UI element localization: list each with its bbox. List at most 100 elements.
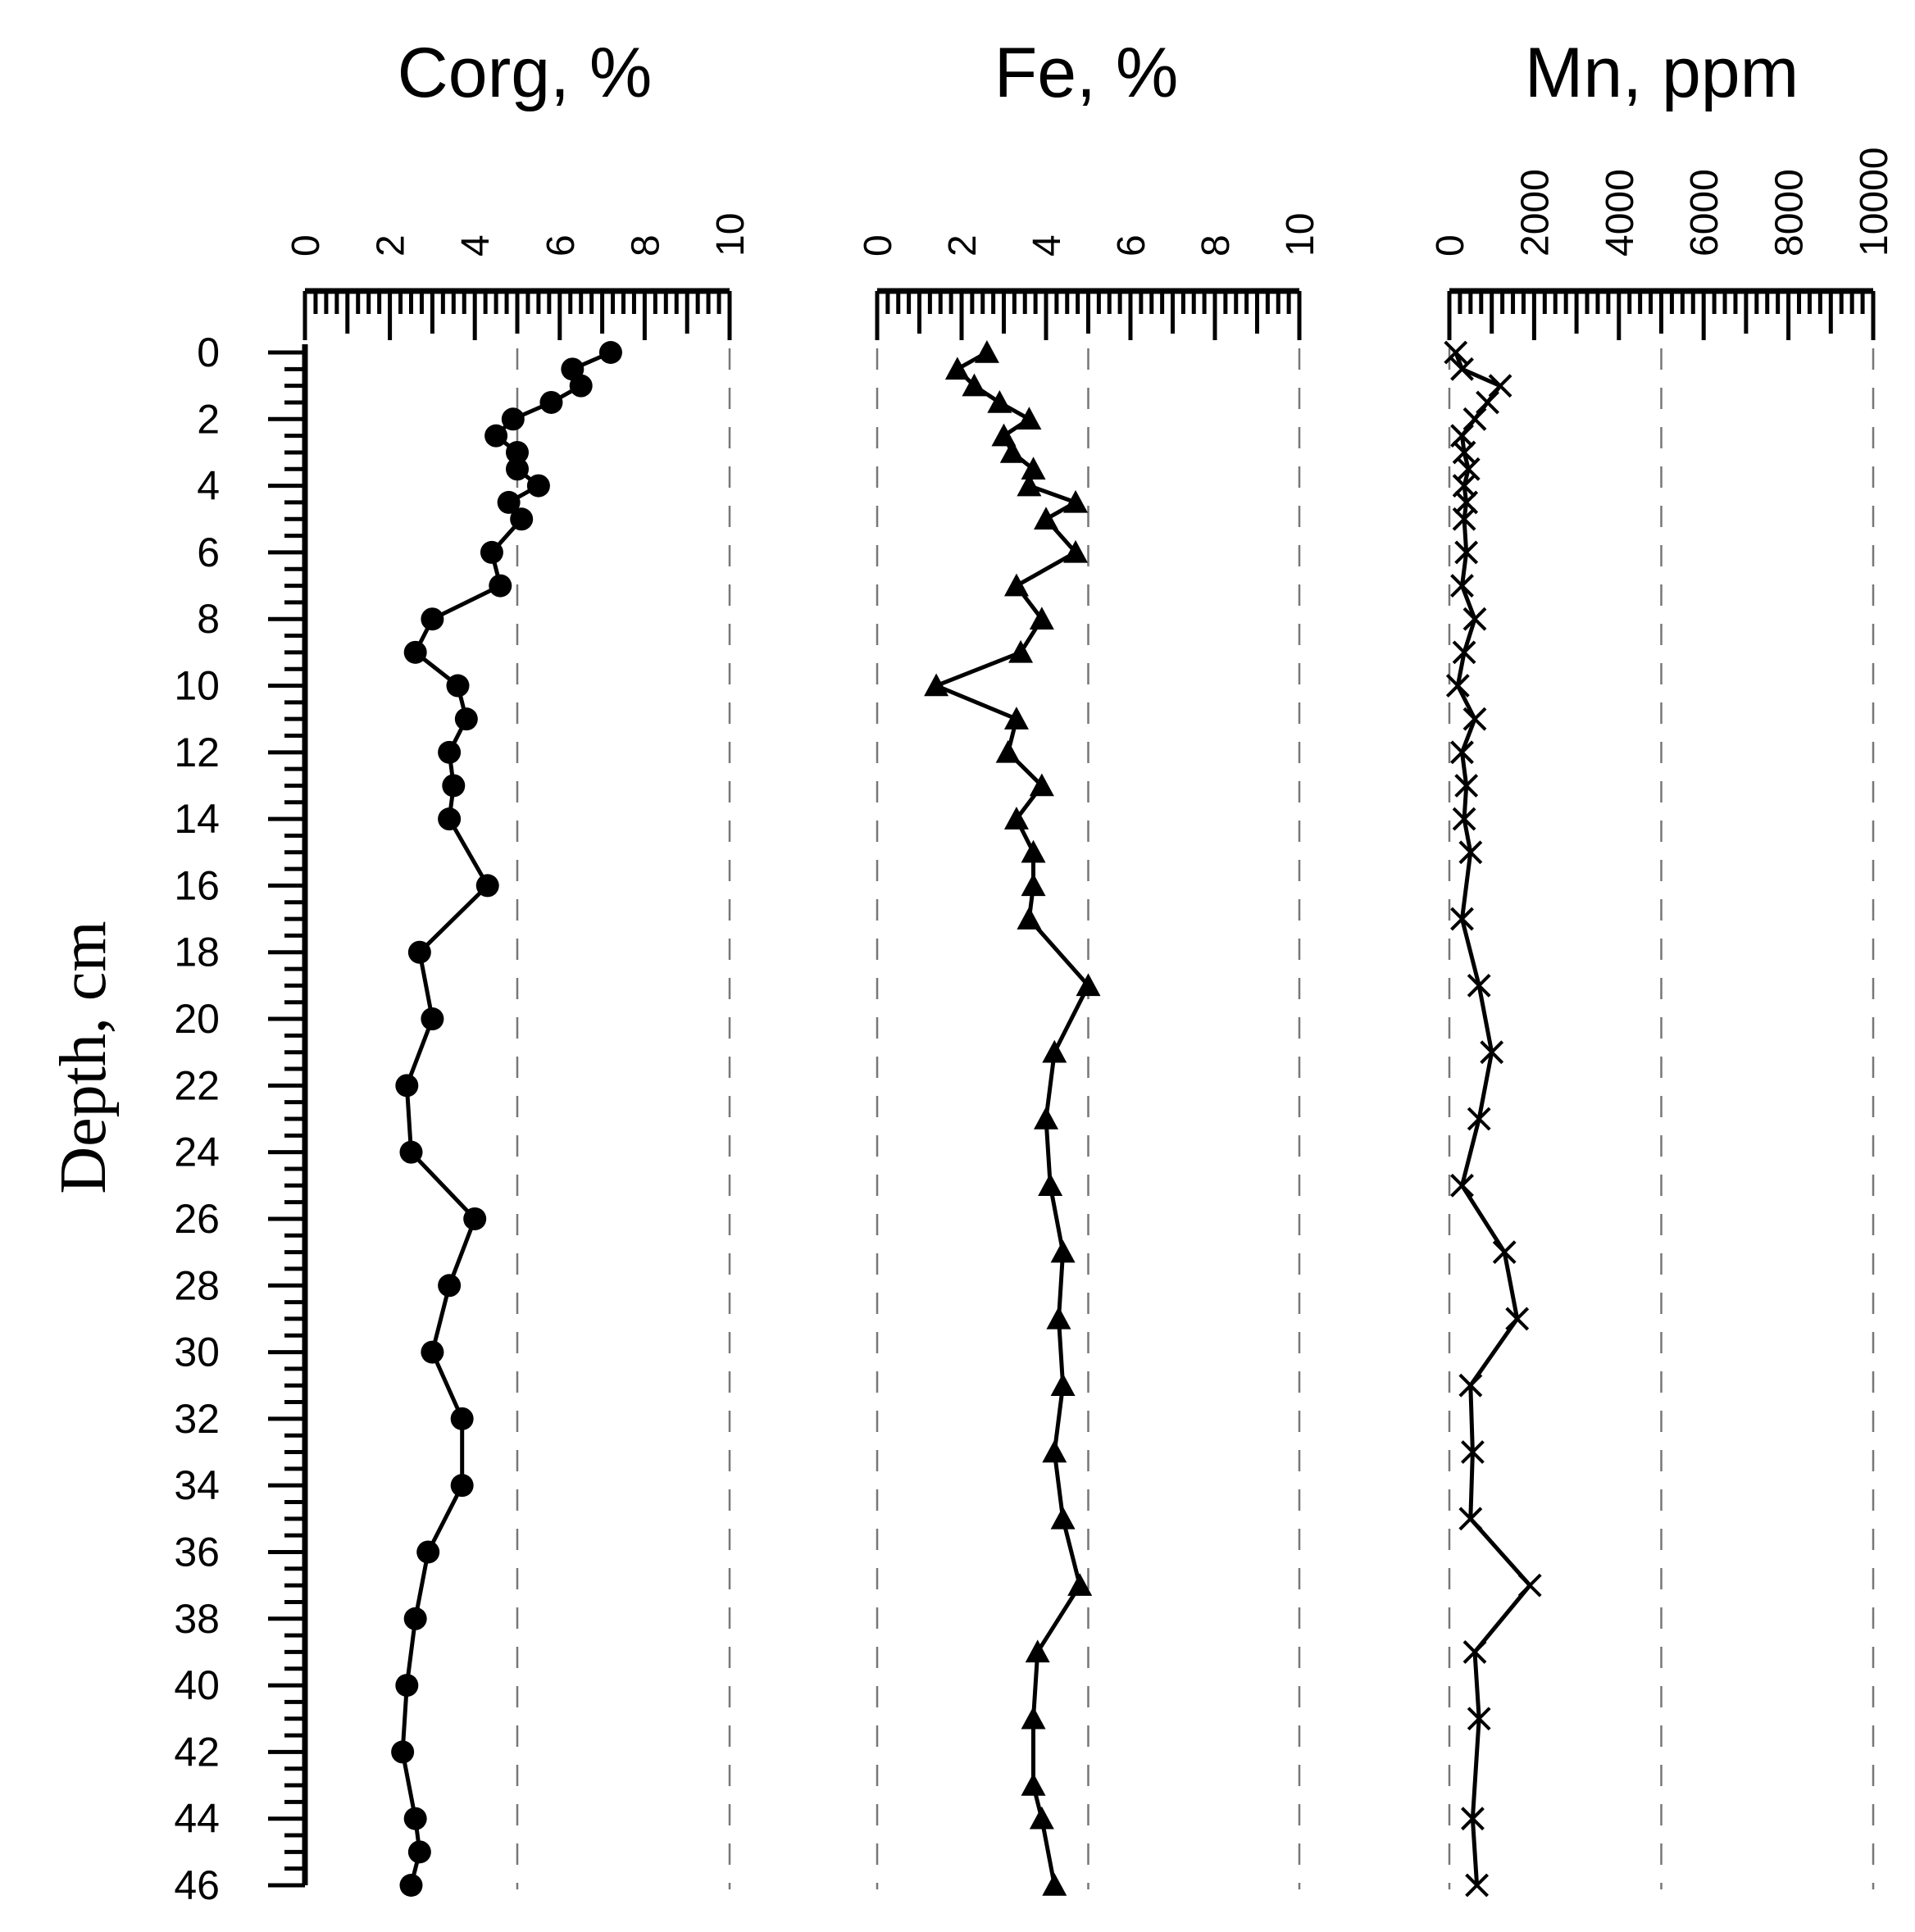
- depth-tick-label: 34: [174, 1462, 220, 1508]
- corg-panel: Corg, % 0 2 4 6 8 10: [284, 34, 753, 1897]
- data-point-triangle: [1025, 1639, 1050, 1663]
- data-point-circle: [403, 1807, 427, 1830]
- depth-axis: 0246810121416182022242628303234363840424…: [174, 330, 308, 1908]
- data-point-circle: [395, 1074, 419, 1098]
- data-point-triangle: [995, 739, 1021, 763]
- depth-tick-label: 16: [174, 862, 220, 908]
- data-point-circle: [450, 1474, 474, 1498]
- depth-tick-label: 26: [174, 1196, 220, 1242]
- data-point-x: [1444, 340, 1468, 365]
- x-tick-label: 8000: [1768, 169, 1812, 257]
- data-point-triangle: [1063, 489, 1089, 513]
- depth-tick-label: 32: [174, 1396, 220, 1442]
- data-point-triangle: [1021, 1706, 1046, 1730]
- data-point-circle: [395, 1674, 419, 1698]
- depth-tick-label: 30: [174, 1330, 220, 1375]
- depth-tick-label: 42: [174, 1729, 220, 1775]
- data-point-circle: [442, 774, 466, 798]
- data-point-circle: [475, 874, 499, 898]
- panel-title: Fe, %: [994, 34, 1179, 112]
- depth-tick-label: 24: [174, 1130, 220, 1175]
- panel-title: Corg, %: [398, 34, 653, 112]
- data-point-triangle: [1034, 1107, 1058, 1130]
- data-point-triangle: [944, 357, 970, 380]
- data-point-x: [1454, 540, 1479, 565]
- depth-tick-label: 8: [197, 596, 220, 642]
- depth-tick-label: 12: [174, 730, 220, 775]
- data-point-x: [1462, 607, 1487, 631]
- data-point-x: [1517, 1573, 1542, 1598]
- data-point-x: [1458, 840, 1483, 865]
- x-tick-label: 0: [284, 234, 328, 257]
- depth-tick-label: 38: [174, 1596, 220, 1642]
- data-point-x: [1480, 1040, 1504, 1065]
- data-point-circle: [506, 440, 529, 464]
- data-point-triangle: [1021, 873, 1046, 897]
- series-line: [1453, 352, 1532, 1886]
- depth-tick-label: 44: [174, 1796, 220, 1842]
- data-point-circle: [421, 607, 444, 631]
- x-tick-label: 4000: [1599, 169, 1642, 257]
- depth-tick-label: 46: [174, 1862, 220, 1908]
- x-tick-label: 4: [454, 234, 498, 257]
- data-point-circle: [463, 1207, 487, 1230]
- data-point-x: [1476, 390, 1499, 415]
- data-point-circle: [446, 674, 470, 698]
- depth-tick-label: 2: [197, 396, 220, 442]
- data-point-triangle: [991, 423, 1017, 447]
- data-point-circle: [403, 640, 427, 664]
- data-point-triangle: [1021, 1773, 1046, 1796]
- data-point-circle: [403, 1607, 427, 1630]
- data-point-triangle: [1034, 507, 1058, 530]
- data-point-triangle: [1017, 473, 1042, 497]
- data-point-x: [1454, 774, 1479, 798]
- data-point-x: [1452, 507, 1476, 531]
- data-point-triangle: [1021, 839, 1046, 863]
- data-point-triangle: [1050, 1373, 1076, 1396]
- data-point-triangle: [1038, 1173, 1063, 1197]
- data-point-triangle: [1029, 1806, 1054, 1830]
- x-tick-label: 0: [1429, 234, 1472, 257]
- depth-tick-label: 40: [174, 1662, 220, 1708]
- data-point-x: [1452, 807, 1476, 831]
- data-point-triangle: [1008, 639, 1034, 663]
- data-point-circle: [438, 807, 462, 831]
- mn-panel: Mn, ppm 0 2000 4000 6000 8000 10000: [1429, 34, 1896, 1898]
- data-point-circle: [450, 1407, 474, 1430]
- depth-tick-label: 6: [197, 530, 220, 575]
- data-point-circle: [484, 424, 508, 448]
- data-point-triangle: [1042, 1039, 1067, 1063]
- data-point-circle: [598, 341, 622, 364]
- data-point-triangle: [1050, 1506, 1076, 1530]
- data-point-circle: [438, 740, 462, 764]
- data-point-circle: [454, 707, 478, 731]
- depth-tick-label: 22: [174, 1062, 220, 1108]
- data-point-triangle: [974, 340, 999, 363]
- data-point-x: [1458, 1373, 1483, 1398]
- data-point-x: [1505, 1307, 1530, 1331]
- x-tick-label: 8: [624, 234, 667, 257]
- data-point-triangle: [1042, 1873, 1067, 1896]
- data-point-triangle: [1003, 707, 1029, 730]
- data-point-circle: [416, 1540, 440, 1564]
- x-tick-label: 2: [941, 234, 985, 257]
- depth-tick-label: 18: [174, 930, 220, 975]
- data-point-triangle: [962, 373, 987, 397]
- data-point-triangle: [1029, 773, 1054, 797]
- data-point-circle: [480, 540, 503, 564]
- data-point-circle: [399, 1874, 423, 1897]
- depth-tick-label: 0: [197, 330, 220, 375]
- x-tick-label: 6: [539, 234, 583, 257]
- data-point-circle: [407, 940, 431, 964]
- data-point-x: [1467, 1707, 1491, 1731]
- data-point-x: [1492, 1240, 1517, 1265]
- depth-tick-label: 4: [197, 463, 220, 509]
- data-point-circle: [489, 574, 512, 598]
- x-tick-label: 0: [857, 234, 900, 257]
- x-tick-label: 8: [1194, 234, 1238, 257]
- x-tick-label: 6: [1110, 234, 1153, 257]
- data-point-triangle: [1046, 1306, 1071, 1330]
- data-point-circle: [399, 1140, 423, 1164]
- x-tick-label: 4: [1026, 234, 1069, 257]
